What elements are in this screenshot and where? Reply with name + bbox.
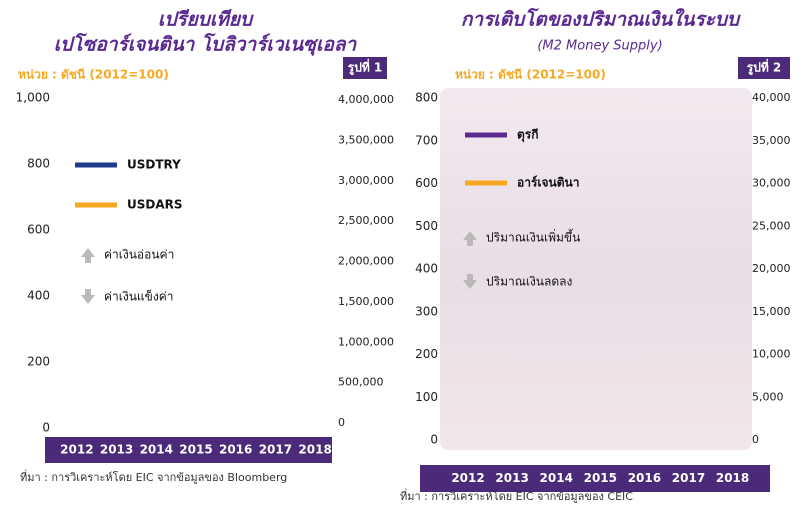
- annotation-arrow: [81, 289, 95, 304]
- year-band: [45, 437, 332, 463]
- y-tick-label: 400: [27, 289, 50, 303]
- y-tick-label: 100: [415, 390, 438, 404]
- chart-subtitle: (M2 Money Supply): [537, 39, 662, 54]
- x-tick-label: 2013: [100, 443, 133, 457]
- figure-badge: [738, 57, 790, 79]
- x-tick-label: 2013: [495, 471, 528, 485]
- y-tick-label: 600: [415, 176, 438, 190]
- y2-tick-label: 4,000,000: [338, 93, 394, 106]
- y2-tick-label: 15,000: [752, 305, 791, 318]
- x-tick-label: 2012: [60, 443, 93, 457]
- y2-tick-label: 3,500,000: [338, 133, 394, 146]
- annotation: ค่าเงินแข็งค่า: [104, 289, 174, 304]
- x-tick-label: 2015: [584, 471, 617, 485]
- year-band: [420, 465, 770, 492]
- y2-tick-label: 35,000: [752, 134, 791, 147]
- x-tick-label: 2017: [259, 443, 292, 457]
- x-tick-label: 2012: [451, 471, 484, 485]
- y-tick-label: 400: [415, 262, 438, 276]
- x-tick-label: 2014: [540, 471, 573, 485]
- annotation-arrow: [81, 248, 95, 263]
- y-tick-label: 0: [42, 421, 50, 435]
- x-tick-label: 2018: [298, 443, 331, 457]
- y2-tick-label: 500,000: [338, 376, 384, 389]
- annotation: ค่าเงินอ่อนค่า: [104, 248, 174, 262]
- y-tick-label: 200: [415, 347, 438, 361]
- y-tick-label: 600: [27, 223, 50, 237]
- plot-background: [440, 88, 752, 450]
- legend-label: อาร์เจนตินา: [517, 176, 579, 190]
- y2-tick-label: 20,000: [752, 262, 791, 275]
- unit-label: หน่วย : ดัชนี (2012=100): [18, 68, 169, 82]
- y2-tick-label: 10,000: [752, 348, 791, 361]
- y2-tick-label: 1,000,000: [338, 335, 394, 348]
- y-tick-label: 800: [27, 157, 50, 171]
- y-tick-label: 300: [415, 304, 438, 318]
- y2-tick-label: 25,000: [752, 219, 791, 232]
- chart-subtitle: เปโซอาร์เจนตินา โบลิวาร์เวเนซุเอลา: [54, 33, 358, 57]
- annotation-arrow: [463, 274, 477, 289]
- y2-tick-label: 40,000: [752, 91, 791, 104]
- figure-badge: [343, 57, 387, 79]
- annotation: ปริมาณเงินลดลง: [486, 275, 572, 289]
- figure-label: รูปที่ 1: [348, 59, 383, 76]
- annotation-arrow: [463, 231, 477, 246]
- y-tick-label: 700: [415, 133, 438, 147]
- figure-label: รูปที่ 2: [747, 59, 782, 76]
- y2-tick-label: 2,000,000: [338, 255, 394, 268]
- y-tick-label: 1,000: [16, 91, 50, 105]
- legend-label: USDARS: [127, 198, 183, 212]
- x-tick-label: 2014: [140, 443, 173, 457]
- legend-label: ตุรกี: [517, 128, 539, 143]
- y-tick-label: 800: [415, 91, 438, 105]
- y2-tick-label: 2,500,000: [338, 214, 394, 227]
- y2-tick-label: 1,500,000: [338, 295, 394, 308]
- source-note: ที่มา : การวิเคราะห์โดย EIC จากข้อมูลของ…: [20, 469, 287, 484]
- y-tick-label: 0: [430, 433, 438, 447]
- legend-label: USDTRY: [127, 158, 181, 172]
- x-tick-label: 2017: [672, 471, 705, 485]
- y2-tick-label: 3,000,000: [338, 174, 394, 187]
- x-tick-label: 2016: [628, 471, 661, 485]
- y-tick-label: 500: [415, 219, 438, 233]
- y2-tick-label: 0: [752, 433, 759, 446]
- x-tick-label: 2016: [219, 443, 252, 457]
- y-tick-label: 200: [27, 355, 50, 369]
- annotation: ปริมาณเงินเพิ่มขึ้น: [486, 229, 580, 245]
- y2-tick-label: 0: [338, 416, 345, 429]
- chart-title: เปรียบเทียบ: [158, 9, 254, 31]
- x-tick-label: 2018: [716, 471, 749, 485]
- unit-label: หน่วย : ดัชนี (2012=100): [455, 68, 606, 82]
- source-note: ที่มา : การวิเคราะห์โดย EIC จากข้อมูลของ…: [400, 488, 633, 503]
- y2-tick-label: 30,000: [752, 177, 791, 190]
- x-tick-label: 2015: [179, 443, 212, 457]
- y2-tick-label: 5,000: [752, 390, 784, 403]
- chart-title: การเติบโตของปริมาณเงินในระบบ: [461, 8, 741, 31]
